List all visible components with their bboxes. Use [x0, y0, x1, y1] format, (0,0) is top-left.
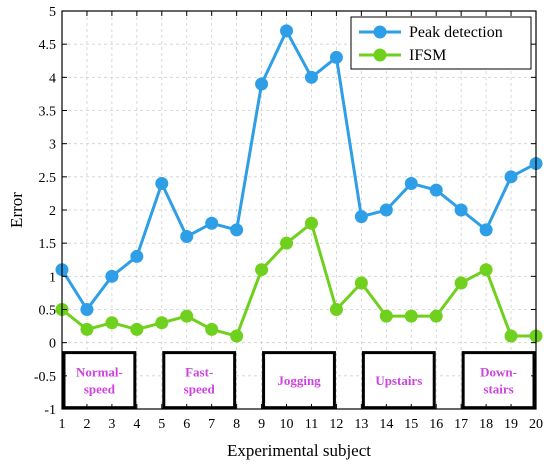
- data-point: [479, 263, 493, 277]
- legend-label: Peak detection: [409, 24, 503, 41]
- data-point: [255, 77, 269, 91]
- data-point: [379, 203, 393, 217]
- x-tick-label: 3: [108, 417, 115, 432]
- x-tick-label: 19: [504, 417, 518, 432]
- y-tick-label: -1: [44, 403, 56, 418]
- data-point: [155, 176, 169, 190]
- x-tick-label: 18: [479, 417, 493, 432]
- data-point: [80, 322, 94, 336]
- y-tick-label: 3: [49, 138, 56, 153]
- data-point: [404, 176, 418, 190]
- legend-label: IFSM: [409, 47, 446, 64]
- annotation-box-1: [162, 351, 237, 410]
- y-axis-title: Error: [7, 192, 26, 228]
- x-tick-label: 2: [83, 417, 90, 432]
- x-tick-label: 7: [208, 417, 215, 432]
- x-tick-label: 1: [59, 417, 66, 432]
- data-point: [205, 322, 219, 336]
- x-tick-label: 11: [305, 417, 318, 432]
- axis-ticks: -1-0.500.511.522.533.544.551 2 3 4 5 6 7 8 9 10 11…: [34, 5, 543, 432]
- x-tick-label: 9: [258, 417, 265, 432]
- annotation-label: Down-: [480, 365, 517, 380]
- annotation-boxes: Normal-speed Fast-speed Jogging Upstairs Dow…: [62, 351, 536, 410]
- legend-marker: [373, 48, 387, 62]
- x-tick-label: 17: [454, 417, 468, 432]
- annotation-label: Jogging: [277, 373, 321, 388]
- data-point: [429, 309, 443, 323]
- data-point: [379, 309, 393, 323]
- data-point: [255, 263, 269, 277]
- data-point: [429, 183, 443, 197]
- y-tick-label: 1.5: [39, 237, 57, 252]
- data-point: [280, 24, 294, 38]
- data-point: [479, 223, 493, 237]
- x-tick-label: 16: [429, 417, 443, 432]
- data-series: [55, 24, 543, 343]
- data-point: [504, 170, 518, 184]
- data-point: [230, 223, 244, 237]
- data-point: [304, 70, 318, 84]
- annotation-label: Normal-: [76, 365, 123, 380]
- data-point: [329, 303, 343, 316]
- annotation-box-0: [62, 351, 137, 410]
- data-point: [404, 309, 418, 323]
- data-point: [454, 203, 468, 217]
- data-point: [155, 316, 169, 330]
- y-tick-label: 0: [49, 337, 56, 352]
- data-point: [130, 249, 144, 263]
- data-point: [304, 216, 318, 230]
- y-tick-label: 2.5: [39, 171, 57, 186]
- x-tick-label: 8: [233, 417, 240, 432]
- x-tick-label: 6: [183, 417, 190, 432]
- x-tick-label: 14: [379, 417, 393, 432]
- x-tick-label: 12: [329, 417, 343, 432]
- data-point: [105, 316, 119, 330]
- annotation-box-2: [262, 351, 336, 410]
- data-point: [230, 329, 244, 343]
- data-point: [80, 303, 94, 316]
- annotation-label: speed: [84, 382, 116, 397]
- x-tick-label: 15: [404, 417, 418, 432]
- y-tick-label: 3.5: [39, 105, 57, 120]
- data-point: [454, 276, 468, 290]
- data-point: [105, 269, 119, 283]
- x-axis-title: Experimental subject: [227, 441, 371, 460]
- annotation-label: Fast-: [185, 365, 213, 380]
- y-tick-label: 2: [49, 204, 56, 219]
- y-tick-label: -0.5: [34, 370, 56, 385]
- series-line-0: [60, 29, 537, 311]
- data-point: [130, 322, 144, 336]
- data-point: [205, 216, 219, 230]
- data-point: [354, 276, 368, 290]
- data-point: [329, 50, 343, 64]
- annotation-box-3: [361, 351, 436, 410]
- legend: Peak detection IFSM: [350, 16, 532, 70]
- annotation-label: speed: [184, 382, 216, 397]
- annotation-box-4: [461, 351, 536, 410]
- x-tick-label: 10: [280, 417, 294, 432]
- y-tick-label: 5: [49, 5, 56, 20]
- y-tick-label: 4.5: [39, 38, 57, 53]
- data-point: [354, 210, 368, 224]
- annotation-label: Upstairs: [375, 373, 422, 388]
- data-point: [504, 329, 518, 343]
- legend-marker: [373, 25, 387, 39]
- x-tick-label: 4: [133, 417, 140, 432]
- data-point: [180, 309, 194, 323]
- x-tick-label: 20: [529, 417, 543, 432]
- x-tick-label: 5: [158, 417, 165, 432]
- data-point: [180, 230, 194, 244]
- data-point: [280, 236, 294, 250]
- y-tick-label: 4: [49, 71, 56, 86]
- x-tick-label: 13: [354, 417, 368, 432]
- y-tick-label: 0.5: [39, 304, 57, 319]
- y-tick-label: 1: [49, 270, 56, 285]
- annotation-label: stairs: [483, 382, 513, 397]
